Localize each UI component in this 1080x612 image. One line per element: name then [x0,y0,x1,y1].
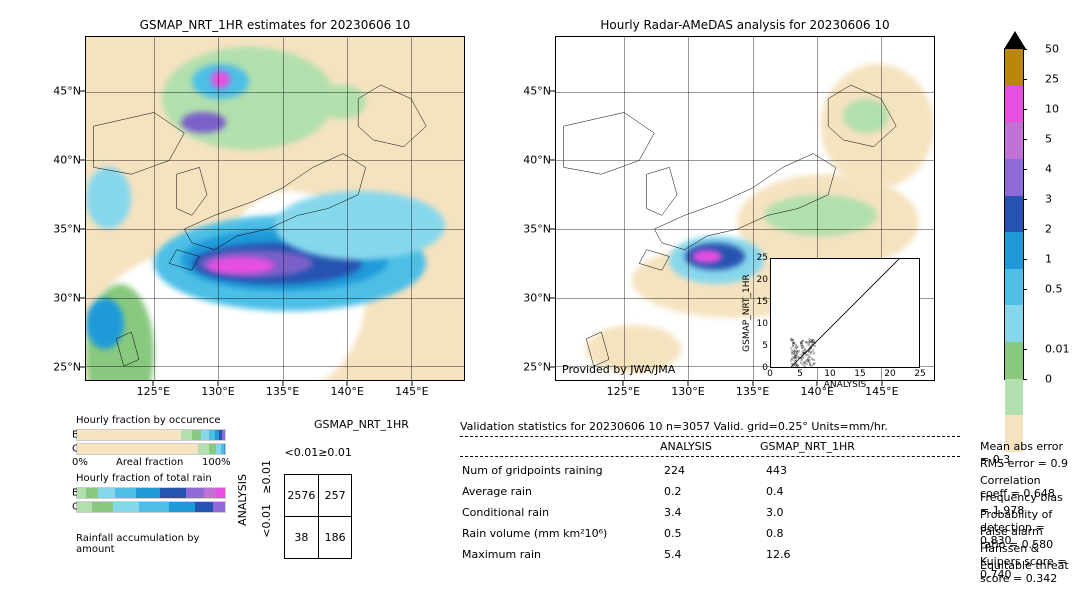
inset-ylabel: GSMAP_NRT_1HR [742,274,752,352]
axis-label: 100% [202,457,231,468]
contingency-cells: <0.01≥0.01257625738186 [284,432,352,559]
colorbar-tick-label: 0.5 [1023,282,1063,295]
colorbar-segment [1005,86,1023,123]
map-frame [85,36,465,381]
map-title: GSMAP_NRT_1HR estimates for 20230606 10 [85,18,465,32]
stats-title: Validation statistics for 20230606 10 n=… [460,420,888,433]
inset-frame [770,258,920,368]
scatter-inset: 25201510500510152025GSMAP_NRT_1HRANALYSI… [770,258,920,368]
inset-ytick: 15 [757,297,770,307]
stats-header: ANALYSISGSMAP_NRT_1HR [460,440,855,453]
stats-metrics: Mean abs error = 0.3RMS error = 0.9Corre… [980,440,1070,576]
ct-row-label: ≥0.01 [260,460,273,494]
bar-section-title: Hourly fraction by occurence [76,415,220,426]
colorbar-tick-label: 0 [1023,373,1052,386]
inset-xtick: 10 [824,368,835,379]
colorbar: 502510543210.50.010 [1004,48,1024,380]
axis-label: Areal fraction [116,457,183,468]
colorbar-tick-label: 2 [1023,222,1052,235]
inset-ytick: 5 [762,341,770,351]
inset-xtick: 0 [767,368,773,379]
stacked-bar [76,501,226,513]
colorbar-tick-label: 4 [1023,162,1052,175]
inset-xtick: 25 [914,368,925,379]
ct-row-label: <0.01 [260,504,273,538]
ct-row-title: ANALYSIS [236,474,249,526]
axis-label: 0% [72,457,88,468]
inset-xtick: 5 [797,368,803,379]
coastline [86,37,464,380]
stacked-bar [76,443,226,455]
ct-col-title: GSMAP_NRT_1HR [314,418,409,431]
colorbar-segment [1005,379,1023,416]
colorbar-segment [1005,196,1023,233]
colorbar-segment [1005,122,1023,159]
colorbar-tick-label: 0.01 [1023,342,1070,355]
stacked-bar [76,429,226,441]
colorbar-tick-label: 1 [1023,252,1052,265]
colorbar-segment [1005,269,1023,306]
colorbar-tick-label: 3 [1023,192,1052,205]
map-title: Hourly Radar-AMeDAS analysis for 2023060… [555,18,935,32]
stacked-bar [76,487,226,499]
bar-section-title: Rainfall accumulation by amount [76,533,236,555]
inset-xtick: 15 [854,368,865,379]
colorbar-tick-label: 5 [1023,132,1052,145]
stats-rows: Num of gridpoints raining224443Average r… [460,462,821,569]
colorbar-segment [1005,232,1023,269]
colorbar-segment [1005,49,1023,86]
inset-xtick: 20 [884,368,895,379]
map-left: GSMAP_NRT_1HR estimates for 20230606 104… [85,36,465,381]
colorbar-tick-label: 25 [1023,72,1059,85]
map-attribution: Provided by JWA/JMA [562,363,675,376]
inset-xlabel: ANALYSIS [824,380,866,390]
inset-ytick: 20 [757,275,770,285]
inset-ytick: 25 [757,253,770,263]
colorbar-segment [1005,342,1023,379]
colorbar-segment [1005,305,1023,342]
inset-ytick: 10 [757,319,770,329]
colorbar-segment [1005,159,1023,196]
bar-section-title: Hourly fraction of total rain [76,473,212,484]
colorbar-tick-label: 50 [1023,43,1059,56]
colorbar-tick-label: 10 [1023,102,1059,115]
